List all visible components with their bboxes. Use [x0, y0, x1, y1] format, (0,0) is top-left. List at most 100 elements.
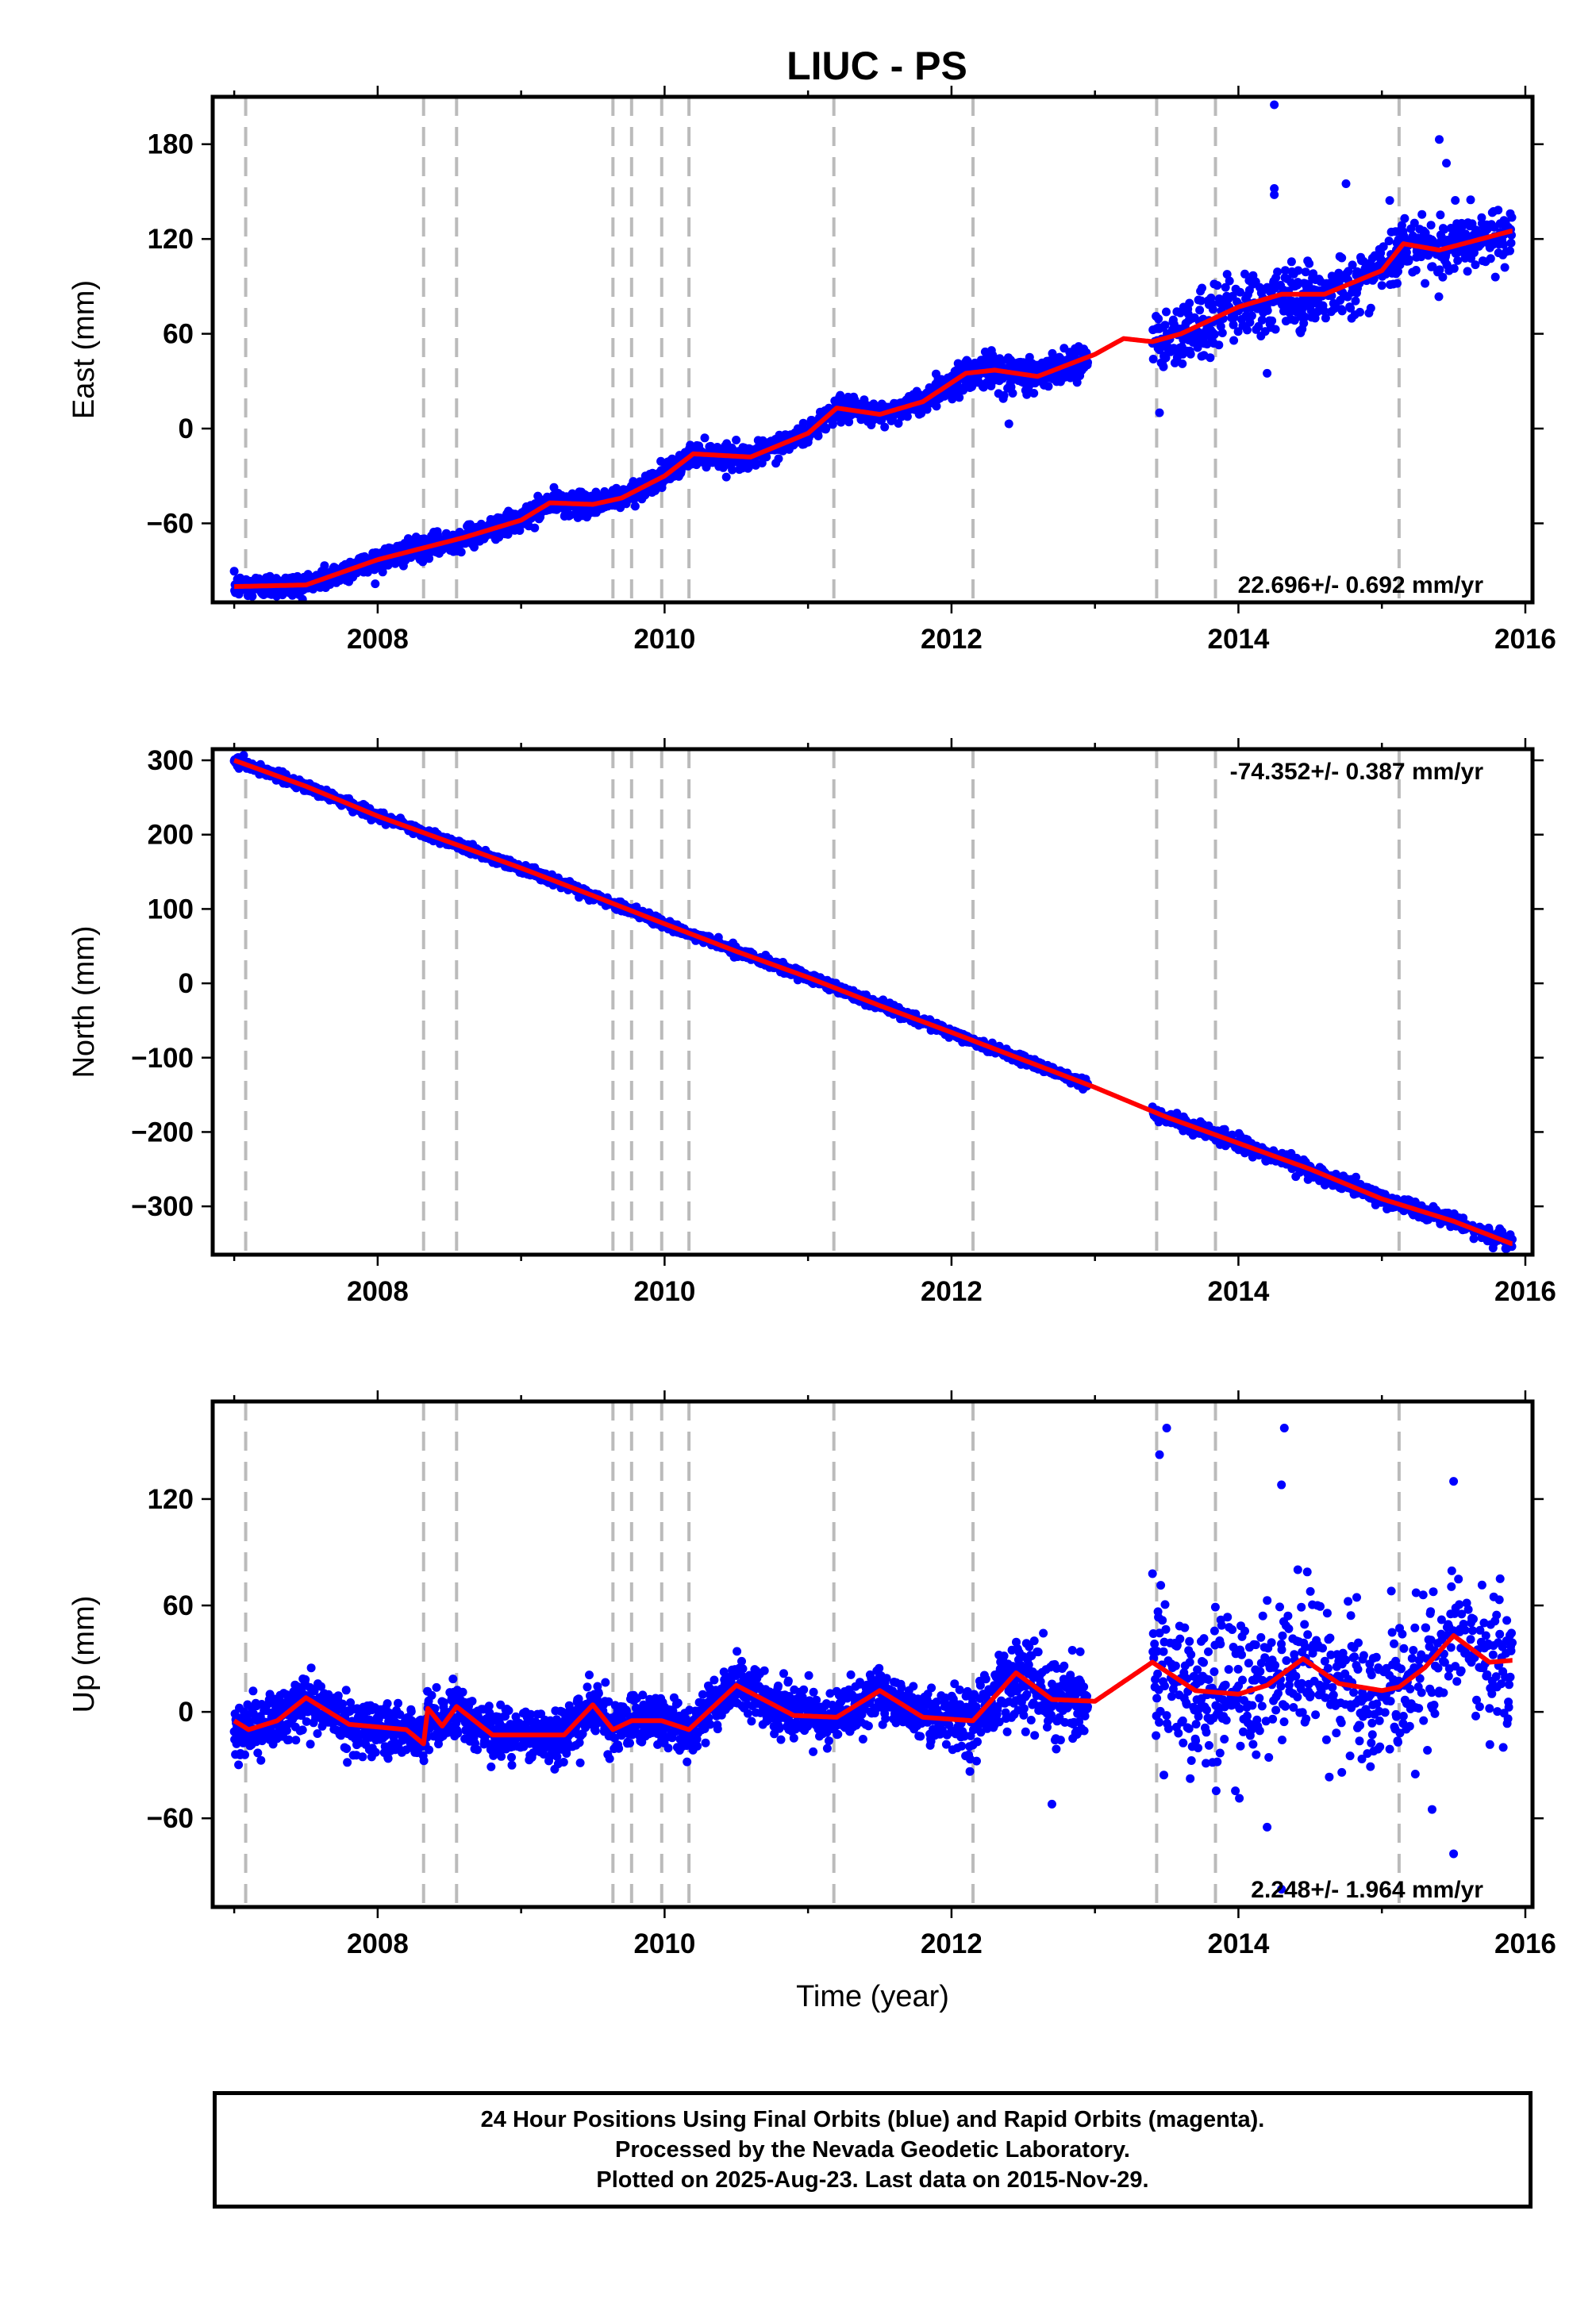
data-point: [530, 523, 540, 532]
data-point: [1337, 253, 1347, 263]
east-model-line: [233, 229, 1513, 590]
data-point: [999, 390, 1009, 400]
data-point: [828, 420, 837, 429]
data-point: [728, 465, 737, 475]
data-point: [732, 436, 741, 444]
data-point: [1393, 279, 1402, 288]
data-point: [1294, 266, 1303, 275]
data-point: [1310, 313, 1320, 323]
x-tick-label: 2008: [347, 624, 409, 655]
data-point: [821, 423, 831, 433]
data-point: [721, 472, 731, 482]
data-point: [1449, 263, 1459, 273]
outlier-point: [1155, 408, 1164, 417]
data-point: [1356, 307, 1364, 317]
data-point: [1281, 266, 1290, 275]
data-point: [1470, 248, 1479, 257]
data-point: [1217, 329, 1227, 337]
data-point: [1221, 283, 1230, 292]
x-tick-label: 2010: [633, 624, 695, 655]
data-point: [1379, 242, 1388, 252]
data-point: [1247, 311, 1256, 321]
data-point: [880, 422, 890, 432]
data-point: [1214, 340, 1224, 350]
data-point: [813, 431, 823, 440]
data-point: [1438, 272, 1448, 282]
data-point: [1411, 266, 1421, 275]
data-point: [1494, 206, 1503, 215]
data-point: [1404, 255, 1413, 264]
data-point: [1197, 296, 1206, 306]
data-point: [1148, 355, 1158, 363]
data-point: [1506, 238, 1516, 248]
data-point: [1394, 267, 1402, 276]
data-point: [248, 591, 257, 601]
data-point: [1209, 329, 1219, 339]
data-point: [1236, 287, 1244, 297]
data-point: [1409, 218, 1419, 228]
data-point: [1198, 283, 1206, 293]
data-point: [1286, 257, 1296, 267]
east-plot-area: [229, 97, 1517, 602]
data-point: [630, 502, 640, 511]
data-point: [1300, 312, 1309, 321]
data-point: [1161, 353, 1171, 363]
data-point: [239, 751, 248, 760]
data-point: [371, 579, 380, 589]
y-tick-label: −60: [147, 508, 194, 539]
data-point: [1377, 281, 1386, 290]
data-point: [1254, 321, 1263, 331]
data-point: [1185, 298, 1194, 308]
data-point: [1440, 225, 1449, 234]
data-point: [1213, 281, 1222, 290]
data-point: [988, 351, 998, 359]
data-point: [1351, 296, 1360, 306]
data-point: [1263, 306, 1272, 315]
data-point: [1486, 254, 1495, 263]
data-point: [515, 526, 525, 535]
data-point: [1044, 382, 1053, 391]
data-point: [1008, 389, 1017, 398]
data-point: [1500, 263, 1509, 272]
outlier-point: [1004, 419, 1013, 429]
data-point: [1463, 267, 1472, 276]
east-y-axis-label: East (mm): [67, 280, 101, 419]
y-tick-label: 60: [163, 319, 194, 350]
east-frame: [210, 94, 1535, 605]
data-point: [1159, 362, 1168, 371]
data-point: [1257, 315, 1267, 325]
data-point: [1243, 325, 1252, 335]
outlier-point: [1270, 190, 1279, 199]
data-point: [1428, 262, 1437, 271]
data-point: [1178, 359, 1187, 368]
data-point: [1267, 316, 1277, 325]
outlier-point: [1270, 183, 1279, 193]
data-point: [1195, 306, 1205, 315]
data-point: [1399, 232, 1409, 241]
data-point: [1417, 252, 1426, 262]
data-point: [1451, 196, 1460, 205]
data-point: [1346, 303, 1356, 313]
data-point: [1453, 256, 1463, 265]
data-point: [1434, 292, 1444, 302]
data-point: [1506, 246, 1514, 256]
data-point: [1471, 260, 1480, 270]
data-point: [1186, 349, 1195, 359]
data-point: [1421, 279, 1430, 288]
north-plot-area: [229, 749, 1517, 1255]
data-point: [1225, 276, 1234, 286]
data-point: [894, 419, 903, 428]
y-tick-label: 120: [148, 224, 194, 255]
data-point: [1208, 305, 1217, 314]
data-point: [1162, 307, 1171, 317]
y-tick-label: 0: [179, 413, 194, 444]
data-point: [1466, 195, 1475, 205]
data-point: [1402, 248, 1411, 257]
data-point: [1348, 260, 1357, 270]
data-point: [1240, 269, 1249, 279]
data-point: [1222, 270, 1232, 279]
data-point: [774, 454, 783, 463]
data-point: [757, 459, 767, 467]
